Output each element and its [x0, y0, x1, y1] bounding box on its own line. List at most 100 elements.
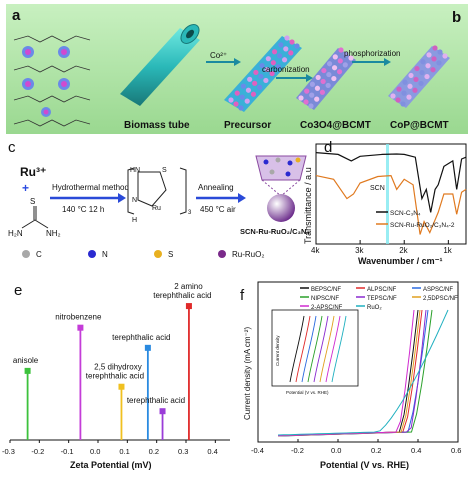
- tube-particle: [326, 61, 333, 67]
- cellulose-structure: [13, 35, 91, 127]
- tick-label: 0.4: [411, 446, 421, 455]
- tube-particle: [269, 70, 275, 77]
- tube-particle: [400, 101, 406, 107]
- bar-label-5: terephthalic acid: [153, 291, 211, 300]
- tick-label: 3k: [355, 246, 364, 255]
- panel-f-ylabel: Current density (mA cm⁻²): [243, 327, 252, 420]
- complex-subscript: 3: [188, 210, 192, 216]
- tube-particle: [259, 62, 265, 69]
- tube-particle: [413, 76, 419, 83]
- scn-highlight-band: [386, 144, 389, 244]
- panel-e-bars: [24, 303, 192, 440]
- tube-particle: [228, 97, 234, 103]
- tick-label: 0.0: [331, 446, 341, 455]
- tube-particle: [424, 73, 430, 80]
- tube-particle: [406, 94, 412, 100]
- arrow-1: [206, 58, 241, 66]
- tube-particle: [263, 77, 269, 84]
- bar-label-1: nitrobenzene: [55, 313, 102, 322]
- panel-c-letter: c: [8, 139, 16, 156]
- atom-legend: C N S Ru-RuO₂: [22, 250, 264, 259]
- tube-particle: [258, 73, 264, 80]
- inset-line-1: [295, 315, 311, 383]
- legend-scn-c3n4: SCN-C₃N₄: [390, 210, 421, 217]
- tube-particle: [419, 69, 425, 76]
- tube-particle: [283, 46, 289, 52]
- panel-f-legend: BEPSC/NF ALPSC/NF ASPSC/NF NIPSC/NF TEPSC/NF…: [300, 287, 458, 311]
- bar-marker-0: [24, 367, 31, 374]
- complex-s: S: [162, 167, 167, 174]
- label-biomass-tube: Biomass tube: [124, 120, 190, 131]
- tube-particle: [304, 88, 310, 94]
- bar-marker-5: [185, 303, 192, 310]
- tube-particle: [325, 82, 331, 89]
- panel-d: d SCN 4k 3k 2k 1k Wavenumber / cm⁻¹ Transmi…: [303, 139, 467, 266]
- arrow-3: [352, 58, 391, 66]
- tube-particle: [289, 39, 295, 45]
- inset-line-2: [301, 315, 317, 383]
- tube-particle: [252, 80, 258, 86]
- tube-particle: [264, 66, 270, 73]
- biomass-tube: [120, 24, 200, 106]
- bar-label-0: anisole: [13, 356, 39, 365]
- legend-c: C: [36, 250, 42, 259]
- tick-label: 0.0: [90, 447, 100, 456]
- step2-label: Annealing: [198, 183, 234, 192]
- step2-conditions: 450 °C air: [200, 205, 236, 214]
- panel-a-b: a b: [6, 4, 468, 134]
- inset-line-6: [325, 315, 341, 383]
- ru-complex-structure: [127, 167, 187, 215]
- panel-d-lines: [315, 152, 467, 235]
- bar-marker-2: [118, 383, 125, 390]
- scn-ru-ruo2-structure: [255, 155, 307, 222]
- tube-particle: [337, 58, 343, 64]
- tube-particle: [270, 60, 276, 66]
- tube-particle: [437, 49, 443, 55]
- tube-particle: [284, 35, 290, 41]
- tick-label: 0.1: [119, 447, 129, 456]
- tube-particle: [418, 80, 424, 87]
- tube-particle: [431, 56, 437, 62]
- legend-label-4: TEPSC/NF: [367, 296, 397, 302]
- tick-label: 0.2: [371, 446, 381, 455]
- tube-particle: [271, 49, 278, 55]
- panel-a-letter: a: [12, 7, 21, 24]
- label-cop-bcmt: CoP@BCMT: [390, 120, 449, 131]
- tube-particle: [276, 53, 283, 59]
- tube-particle: [314, 96, 320, 102]
- hydrothermal-arrow: [50, 193, 126, 203]
- tube-particle: [401, 90, 407, 96]
- tube-particle: [314, 85, 321, 91]
- panel-d-letter: d: [324, 139, 332, 156]
- tick-label: 0.2: [149, 447, 159, 456]
- tube-particle: [239, 94, 245, 100]
- bar-label-2: 2,5 dihydroxy: [94, 363, 142, 372]
- legend-ru-ruo2: Ru-RuO₂: [232, 250, 264, 259]
- panel-f-xlabel: Potential (V vs. RHE): [320, 460, 409, 470]
- tube-particle: [320, 78, 326, 85]
- panel-c: c Ru³⁺ + S H₂N NH₂ Hydrothermal method 1…: [8, 139, 310, 259]
- scn-annotation: SCN: [370, 185, 385, 192]
- tube-particle: [338, 47, 344, 53]
- tick-label: 1k: [443, 246, 452, 255]
- tube-particle: [240, 83, 247, 89]
- tick-label: 0.4: [207, 447, 217, 456]
- bar-marker-1: [77, 324, 84, 331]
- tube-particle: [336, 69, 343, 75]
- bar-marker-4: [159, 408, 166, 415]
- tick-label: -0.3: [2, 447, 15, 456]
- thiourea-structure: [21, 206, 49, 229]
- legend-dot-c: [22, 250, 30, 258]
- bar-label-3: terephthalic acid: [112, 333, 170, 342]
- tube-particle: [321, 67, 327, 74]
- tube-particle: [412, 87, 418, 93]
- tube-particle: [278, 42, 284, 48]
- panel-d-frame: [315, 143, 467, 245]
- tick-label: -0.2: [31, 447, 44, 456]
- tube-particle: [233, 101, 239, 107]
- tube-particle: [315, 74, 321, 81]
- panel-e-ticks: -0.3 -0.2 -0.1 0.0 0.1 0.2 0.3 0.4: [2, 440, 218, 456]
- thiourea-nh2: NH₂: [46, 229, 61, 238]
